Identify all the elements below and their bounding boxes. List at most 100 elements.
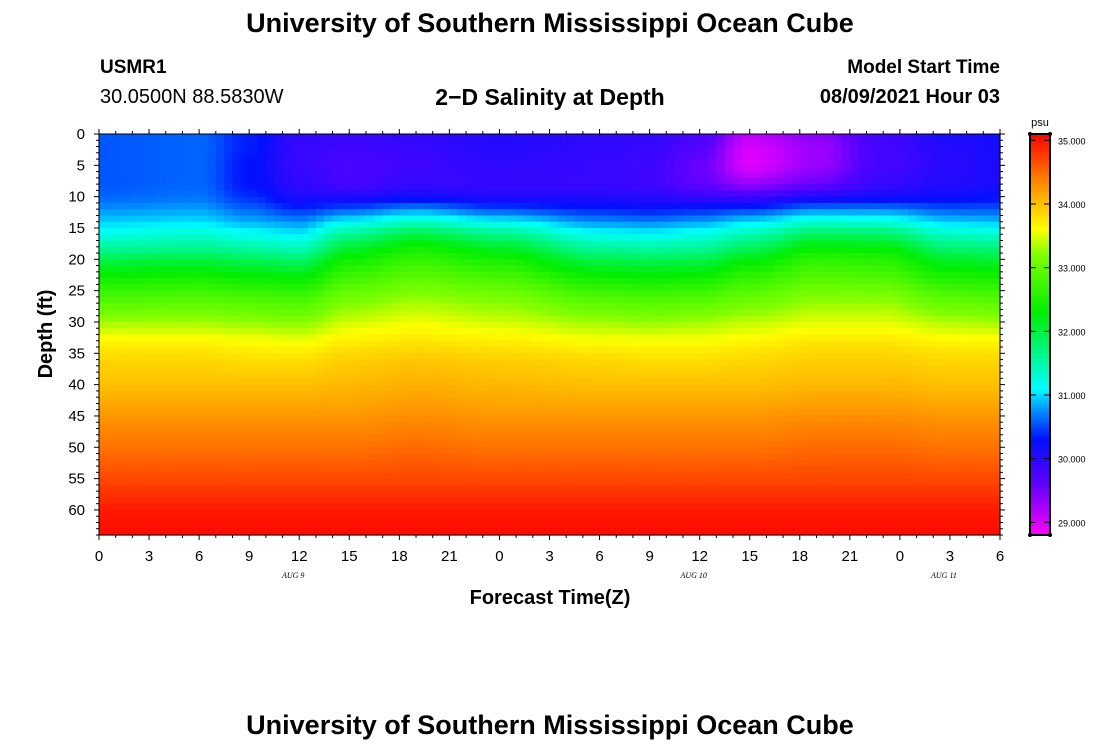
heatmap-cell <box>708 152 717 160</box>
heatmap-cell <box>724 284 734 292</box>
heatmap-cell <box>724 378 734 386</box>
heatmap-cell <box>140 441 150 448</box>
heatmap-cell <box>174 290 184 298</box>
heatmap-cell <box>265 384 275 392</box>
heatmap-cell <box>307 509 317 517</box>
heatmap-cell <box>691 227 701 235</box>
heatmap-cell <box>374 221 384 229</box>
heatmap-cell <box>449 422 459 430</box>
heatmap-cell <box>716 353 726 361</box>
heatmap-cell <box>507 397 517 405</box>
heatmap-cell <box>507 353 517 361</box>
heatmap-cell <box>724 184 734 191</box>
heatmap-cell <box>541 422 551 430</box>
heatmap-cell <box>115 478 125 486</box>
heatmap-cell <box>599 378 609 386</box>
heatmap-cell <box>249 265 259 273</box>
heatmap-cell <box>157 253 167 260</box>
heatmap-cell <box>616 315 626 323</box>
heatmap-cell <box>607 472 617 480</box>
heatmap-cell <box>716 265 726 273</box>
heatmap-cell <box>482 202 492 210</box>
heatmap-cell <box>416 177 425 185</box>
heatmap-cell <box>290 303 300 311</box>
heatmap-cell <box>240 315 250 323</box>
heatmap-cell <box>607 240 617 248</box>
heatmap-cell <box>708 422 717 430</box>
heatmap-cell <box>257 227 267 235</box>
heatmap-cell <box>716 528 726 536</box>
heatmap-cell <box>591 403 601 411</box>
heatmap-cell <box>365 466 375 473</box>
heatmap-cell <box>374 209 384 217</box>
heatmap-cell <box>607 152 617 160</box>
heatmap-cell <box>390 315 400 323</box>
heatmap-cell <box>624 340 634 348</box>
heatmap-cell <box>240 516 250 524</box>
heatmap-cell <box>708 459 717 467</box>
heatmap-cell <box>416 384 425 392</box>
heatmap-cell <box>491 472 501 480</box>
heatmap-cell <box>724 384 734 392</box>
heatmap-cell <box>599 290 609 298</box>
heatmap-cell <box>466 140 476 148</box>
heatmap-cell <box>416 159 425 166</box>
heatmap-cell <box>274 478 284 486</box>
heatmap-cell <box>624 290 634 298</box>
heatmap-cell <box>699 202 709 210</box>
heatmap-cell <box>99 422 108 430</box>
heatmap-cell <box>165 390 175 398</box>
heatmap-cell <box>599 472 609 480</box>
heatmap-cell <box>140 422 150 430</box>
heatmap-cell <box>582 484 592 492</box>
heatmap-cell <box>249 509 259 517</box>
heatmap-cell <box>441 196 450 204</box>
heatmap-cell <box>324 415 334 423</box>
heatmap-cell <box>307 309 317 317</box>
heatmap-cell <box>466 171 476 179</box>
heatmap-cell <box>691 447 701 455</box>
heatmap-cell <box>699 227 709 235</box>
heatmap-cell <box>215 165 225 173</box>
heatmap-cell <box>541 441 551 448</box>
heatmap-cell <box>674 265 684 273</box>
heatmap-cell <box>357 227 367 235</box>
heatmap-cell <box>257 259 267 267</box>
heatmap-cell <box>365 497 375 505</box>
heatmap-cell <box>149 503 158 511</box>
heatmap-cell <box>107 177 117 185</box>
heatmap-cell <box>507 303 517 311</box>
heatmap-cell <box>474 284 484 292</box>
heatmap-cell <box>474 171 484 179</box>
heatmap-cell <box>340 303 350 311</box>
heatmap-cell <box>741 278 751 285</box>
heatmap-cell <box>390 190 400 198</box>
heatmap-cell <box>182 447 192 455</box>
heatmap-cell <box>299 378 309 386</box>
heatmap-cell <box>691 296 701 304</box>
heatmap-cell <box>349 516 359 524</box>
heatmap-cell <box>674 165 684 173</box>
heatmap-cell <box>374 278 384 285</box>
heatmap-cell <box>457 152 467 160</box>
heatmap-cell <box>716 234 726 242</box>
heatmap-cell <box>666 503 676 511</box>
heatmap-cell <box>340 378 350 386</box>
heatmap-cell <box>357 221 367 229</box>
heatmap-cell <box>407 315 417 323</box>
heatmap-cell <box>357 459 367 467</box>
heatmap-cell <box>641 196 651 204</box>
heatmap-cell <box>99 165 108 173</box>
heatmap-cell <box>274 359 284 367</box>
heatmap-cell <box>357 309 367 317</box>
heatmap-cell <box>115 209 125 217</box>
heatmap-cell <box>499 134 509 141</box>
heatmap-cell <box>507 152 517 160</box>
heatmap-cell <box>449 209 459 217</box>
heatmap-cell <box>282 152 292 160</box>
heatmap-cell <box>457 221 467 229</box>
heatmap-cell <box>349 372 359 379</box>
heatmap-cell <box>199 177 209 185</box>
heatmap-cell <box>557 140 567 148</box>
heatmap-cell <box>708 146 717 154</box>
